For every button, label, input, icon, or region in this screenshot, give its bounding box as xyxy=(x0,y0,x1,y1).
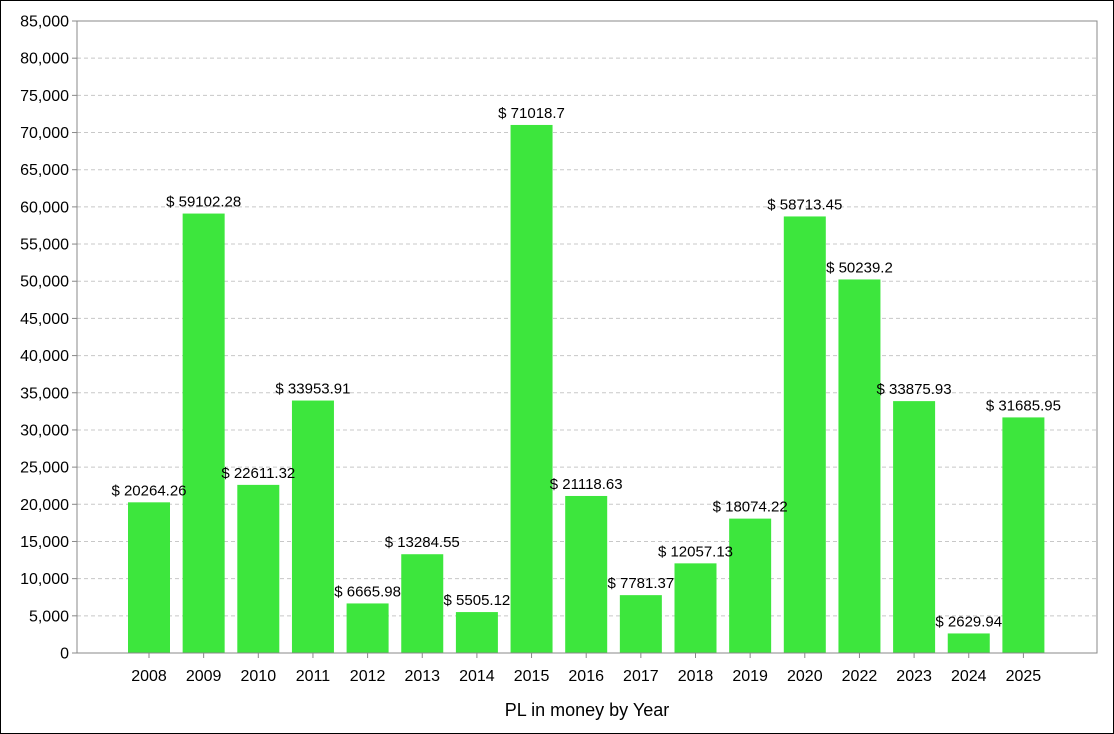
y-tick-labels: 0 5,000 10,000 15,000 20,000 25,000 30,000 35,0… xyxy=(20,14,69,663)
x-tick-label: 2023 xyxy=(896,668,932,685)
data-label: $ 58713.45 xyxy=(767,196,842,213)
plot-border xyxy=(76,20,1098,654)
bar-2019 xyxy=(729,518,772,653)
x-tick-label: 2010 xyxy=(241,668,277,685)
data-label: $ 50239.2 xyxy=(826,259,893,276)
bar-2009 xyxy=(182,213,225,653)
data-label: $ 5505.12 xyxy=(444,592,511,609)
data-label: $ 2629.94 xyxy=(935,613,1002,630)
x-tick-label: 2024 xyxy=(951,668,987,685)
bar-2014 xyxy=(455,612,498,653)
x-tick-labels: 2008 2009 2010 2011 2012 2013 2014 2015 2016 2017… xyxy=(131,668,1041,685)
x-tick-label: 2016 xyxy=(568,668,604,685)
y-tick-label: 30,000 xyxy=(20,422,69,439)
bar-2010 xyxy=(237,484,280,653)
y-tick-label: 40,000 xyxy=(20,348,69,365)
data-label: $ 12057.13 xyxy=(658,543,733,560)
x-tick-label: 2022 xyxy=(842,668,878,685)
data-label: $ 18074.22 xyxy=(713,499,788,516)
data-label: $ 6665.98 xyxy=(334,583,401,600)
x-tick-label: 2017 xyxy=(623,668,659,685)
y-tick-label: 80,000 xyxy=(20,51,69,68)
y-tick-label: 35,000 xyxy=(20,385,69,402)
y-tick-label: 70,000 xyxy=(20,125,69,142)
x-axis-title: PL in money by Year xyxy=(505,700,669,720)
bar-2013 xyxy=(401,554,444,653)
y-tick-label: 60,000 xyxy=(20,199,69,216)
y-tick-label: 15,000 xyxy=(20,534,69,551)
data-label: $ 20264.26 xyxy=(111,482,186,499)
bars xyxy=(128,124,1045,653)
data-label: $ 31685.95 xyxy=(986,397,1061,414)
bar-2008 xyxy=(128,502,170,653)
bar-2025 xyxy=(1002,417,1045,653)
y-tick-label: 25,000 xyxy=(20,460,69,477)
bar-2018 xyxy=(674,563,717,653)
x-tick-label: 2011 xyxy=(296,668,331,685)
x-tick-label: 2009 xyxy=(186,668,222,685)
y-tick-label: 20,000 xyxy=(20,497,69,514)
x-tick-label: 2008 xyxy=(131,668,167,685)
bar-2024 xyxy=(947,633,990,653)
y-tick-label: 50,000 xyxy=(20,274,69,291)
bar-2011 xyxy=(291,400,334,653)
bar-2016 xyxy=(565,495,608,653)
y-tick-label: 5,000 xyxy=(29,608,69,625)
x-tick-label: 2025 xyxy=(1006,668,1042,685)
bar-2012 xyxy=(346,603,389,653)
bar-2023 xyxy=(893,401,936,653)
x-tick-label: 2020 xyxy=(787,668,823,685)
data-labels: $ 20264.26 $ 59102.28 $ 22611.32 $ 33953.91… xyxy=(111,105,1060,630)
data-label: $ 22611.32 xyxy=(221,465,295,482)
data-label: $ 33953.91 xyxy=(275,381,350,398)
y-tick-label: 45,000 xyxy=(20,311,69,328)
x-tick-label: 2014 xyxy=(459,668,495,685)
y-tick-label: 85,000 xyxy=(20,14,69,31)
axes xyxy=(72,20,1098,658)
data-label: $ 33875.93 xyxy=(877,381,952,398)
x-tick-label: 2013 xyxy=(404,668,440,685)
bar-2022 xyxy=(838,279,881,653)
bar-2015 xyxy=(510,124,553,653)
x-tick-label: 2015 xyxy=(514,668,550,685)
data-label: $ 71018.7 xyxy=(498,105,565,122)
x-tick-label: 2019 xyxy=(732,668,768,685)
data-label: $ 13284.55 xyxy=(385,534,460,551)
x-tick-label: 2012 xyxy=(350,668,386,685)
y-tick-label: 65,000 xyxy=(20,162,69,179)
bar-2017 xyxy=(619,595,662,653)
y-tick-label: 10,000 xyxy=(20,571,69,588)
bar-2020 xyxy=(783,216,826,653)
y-tick-label: 75,000 xyxy=(20,88,69,105)
x-tick-label: 2018 xyxy=(678,668,714,685)
data-label: $ 21118.63 xyxy=(550,476,623,493)
data-label: $ 7781.37 xyxy=(607,575,674,592)
y-tick-label: 55,000 xyxy=(20,237,69,254)
data-label: $ 59102.28 xyxy=(166,194,241,211)
y-tick-label: 0 xyxy=(60,646,69,663)
